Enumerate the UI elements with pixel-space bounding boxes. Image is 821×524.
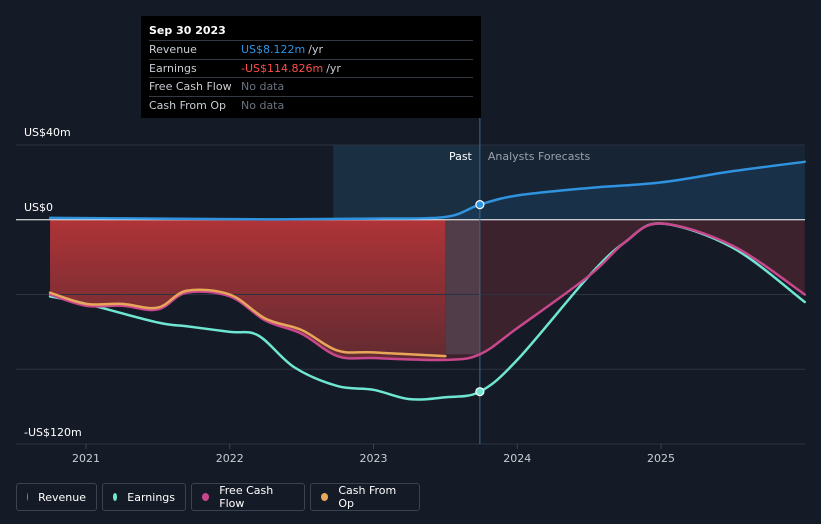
legend-label: Earnings: [127, 490, 175, 504]
x-tick-label: 2021: [72, 452, 100, 465]
legend-item-earnings[interactable]: Earnings: [102, 483, 186, 511]
legend-item-free-cash-flow[interactable]: Free Cash Flow: [191, 483, 305, 511]
legend-dot-icon: [321, 493, 329, 501]
tooltip-date: Sep 30 2023: [149, 24, 226, 37]
tooltip-value: No data: [241, 98, 285, 112]
cutoff-highlight: [445, 219, 480, 355]
tooltip-label: Revenue: [149, 43, 197, 56]
y-tick-label: US$0: [24, 201, 53, 214]
tooltip-label: Cash From Op: [149, 98, 227, 112]
legend-item-cash-from-op[interactable]: Cash From Op: [310, 483, 420, 511]
tooltip-row-earnings: Earnings -US$114.826m /yr: [149, 58, 473, 78]
tooltip-row-cash-from-op: Cash From Op No data: [149, 95, 473, 115]
x-tick-label: 2022: [216, 452, 244, 465]
tooltip-label: Earnings: [149, 61, 197, 75]
past-label: Past: [449, 150, 473, 163]
earnings-area-past: [50, 219, 446, 361]
legend-label: Revenue: [38, 490, 86, 504]
revenue-area: [50, 161, 805, 220]
tooltip-value: -US$114.826m: [241, 61, 324, 75]
x-tick-label: 2023: [360, 452, 388, 465]
revenue-cutoff-marker: [475, 200, 485, 210]
tooltip-row-revenue: Revenue US$8.122m /yr: [149, 40, 473, 59]
past-highlight-band: [333, 145, 480, 220]
y-tick-label: US$40m: [24, 126, 71, 139]
y-tick-label: -US$120m: [24, 426, 82, 439]
legend-label: Cash From Op: [338, 484, 397, 510]
earnings-area-forecast: [445, 219, 805, 360]
series-line-revenue: [48, 160, 806, 221]
legend-dot-icon: [202, 493, 210, 501]
legend-label: Free Cash Flow: [219, 484, 274, 510]
tooltip-unit: /yr: [326, 61, 341, 75]
tooltip-label: Free Cash Flow: [149, 80, 232, 93]
data-tooltip: Sep 30 2023 Revenue US$8.122m /yr Earnin…: [141, 16, 481, 118]
legend-item-revenue[interactable]: Revenue: [16, 483, 97, 511]
forecast-label: Analysts Forecasts: [488, 150, 591, 163]
forecast-band: [479, 145, 805, 220]
tooltip-unit: /yr: [308, 43, 323, 56]
x-tick-label: 2025: [647, 452, 675, 465]
series-line-cash-from-op: [48, 288, 447, 358]
series-line-free-cash-flow: [48, 222, 806, 362]
earnings-cutoff-marker: [475, 387, 485, 397]
tooltip-row-free-cash-flow: Free Cash Flow No data: [149, 77, 473, 96]
tooltip-value: US$8.122m: [241, 43, 306, 56]
legend-dot-icon: [27, 493, 29, 501]
x-tick-label: 2024: [503, 452, 531, 465]
tooltip-value: No data: [241, 80, 285, 93]
legend-dot-icon: [113, 493, 118, 501]
